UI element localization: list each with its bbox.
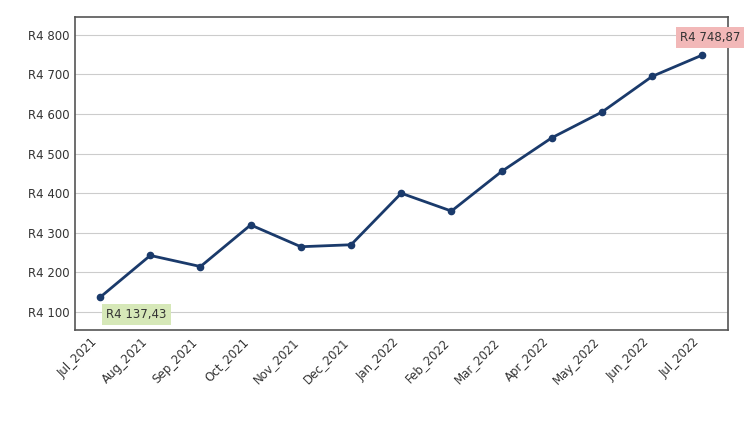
Text: R4 748,87: R4 748,87: [680, 31, 740, 44]
Text: R4 137,43: R4 137,43: [106, 308, 166, 321]
